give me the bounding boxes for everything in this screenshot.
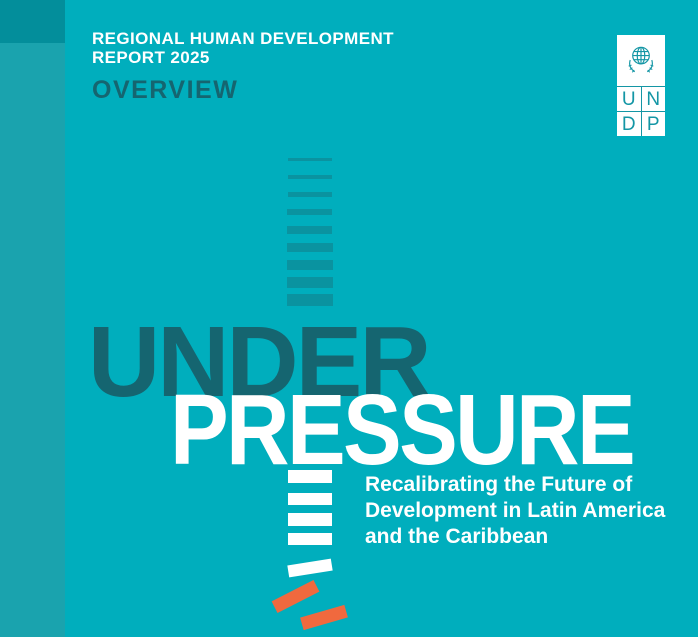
undp-letter-d: D	[617, 112, 641, 136]
road-dash-white	[288, 513, 332, 526]
title-word-pressure: PRESSURE	[170, 374, 636, 486]
undp-logo: U N D P	[617, 35, 665, 136]
road-dash-white	[288, 470, 332, 483]
road-dash-teal	[287, 209, 332, 215]
road-dash-teal	[287, 243, 333, 252]
road-dash-orange	[271, 580, 320, 613]
road-dash-teal	[288, 192, 332, 197]
undp-letter-p: P	[641, 112, 665, 136]
un-emblem-icon	[617, 35, 665, 86]
road-dash-teal	[287, 294, 333, 306]
subtitle-line2: Development in Latin America	[365, 499, 666, 522]
road-dash-teal	[288, 175, 332, 179]
undp-letter-u: U	[617, 87, 641, 111]
header: REGIONAL HUMAN DEVELOPMENT REPORT 2025 O…	[92, 29, 394, 103]
report-title-line1: REGIONAL HUMAN DEVELOPMENT	[92, 29, 394, 48]
road-dash-white	[288, 533, 332, 545]
road-dash-orange	[300, 604, 348, 631]
subtitle: Recalibrating the Future of Development …	[365, 472, 665, 550]
road-dash-teal	[287, 226, 332, 234]
road-dash-white	[287, 558, 333, 578]
top-left-corner-block	[0, 0, 65, 43]
undp-letter-n: N	[641, 87, 665, 111]
title-word-under: UNDER	[88, 306, 432, 418]
overview-label: OVERVIEW	[92, 76, 239, 104]
road-dash-teal	[287, 277, 333, 288]
road-dash-white	[288, 493, 332, 505]
road-dash-teal	[288, 158, 332, 161]
left-edge-strip	[0, 0, 65, 637]
undp-letters: U N D P	[617, 86, 665, 136]
subtitle-line3: and the Caribbean	[365, 525, 549, 548]
report-title-line2: REPORT 2025	[92, 48, 210, 67]
subtitle-line1: Recalibrating the Future of	[365, 473, 633, 496]
road-dash-teal	[287, 260, 333, 270]
